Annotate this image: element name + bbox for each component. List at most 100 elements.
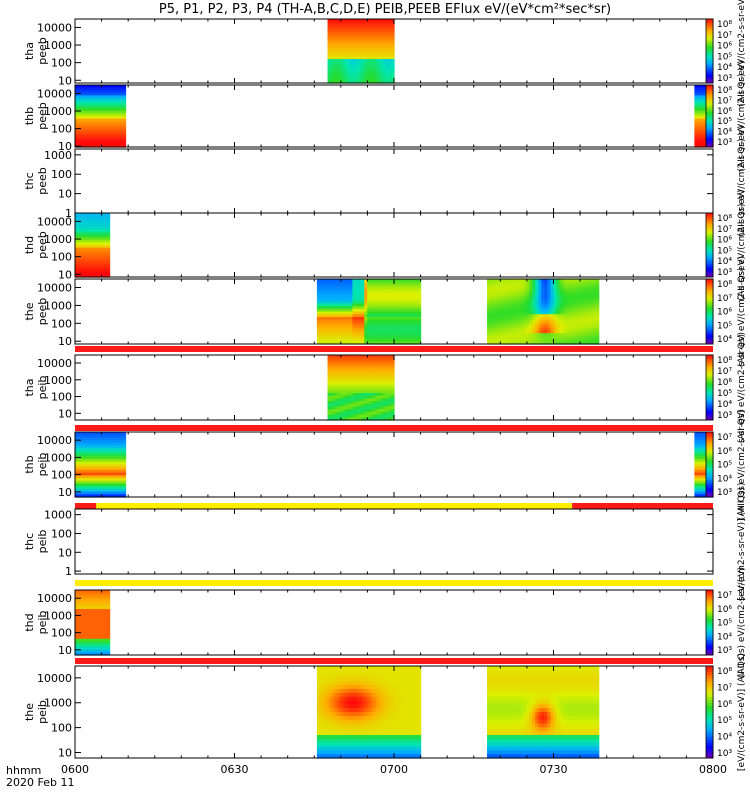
spectrogram-cell <box>95 255 99 259</box>
spectrogram-cell <box>396 319 401 323</box>
spectrogram-cell <box>493 335 497 340</box>
spectrogram-cell <box>574 314 579 318</box>
spectrogram-cell <box>363 59 368 63</box>
spectrogram-cell <box>388 314 392 318</box>
spectrogram-cell <box>502 319 506 323</box>
spectrogram-cell <box>586 338 591 342</box>
spectrogram-cell <box>95 453 100 457</box>
spectrogram-cell <box>559 341 564 345</box>
spectrogram-cell <box>110 472 115 476</box>
spectrogram-cell <box>393 281 398 286</box>
spectrogram-cell <box>348 48 353 52</box>
spectrogram-cell <box>334 335 339 340</box>
spectrogram-cell <box>387 59 392 63</box>
spectrogram-cell <box>104 100 109 104</box>
spectrogram-cell <box>104 478 109 482</box>
spectrogram-cell <box>107 87 112 91</box>
spectrogram-cell <box>92 247 96 251</box>
spectrogram-cell <box>505 322 509 326</box>
spectrogram-cell <box>583 289 588 294</box>
spectrogram-cell <box>77 274 82 278</box>
spectrogram-cell <box>113 432 118 436</box>
spectrogram-cell <box>354 368 359 372</box>
spectrogram-cell <box>562 341 567 345</box>
spectrogram-cell <box>336 401 341 405</box>
spectrogram-cell <box>327 40 332 44</box>
spectrogram-cell <box>387 64 392 68</box>
spectrogram-cell <box>77 461 82 466</box>
colorbar-cell <box>706 453 713 457</box>
colorbar-tick-label: 10⁸ <box>717 214 732 224</box>
spectrogram-cell <box>80 113 85 117</box>
spectrogram-cell <box>86 126 91 130</box>
spectrogram-cell <box>694 131 699 135</box>
spectrogram-cell <box>493 322 497 326</box>
spectrogram-cell <box>703 90 708 94</box>
spectrogram-cell <box>325 284 330 288</box>
spectrogram-cell <box>496 311 500 315</box>
spectrogram-cell <box>390 37 395 41</box>
spectrogram-cell <box>360 355 365 359</box>
spectrogram-cell <box>363 27 368 31</box>
spectrogram-cell <box>562 284 567 288</box>
spectrogram-cell <box>384 398 389 402</box>
spectrogram-cell <box>110 445 115 449</box>
spectrogram-cell <box>92 274 96 278</box>
spectrogram-cell <box>388 330 392 334</box>
spectrogram-cell <box>333 29 338 33</box>
spectrogram-cell <box>80 483 85 487</box>
spectrogram-cell <box>379 279 383 283</box>
spectrogram-cell <box>514 335 518 340</box>
spectrogram-cell <box>526 279 530 283</box>
spectrogram-cell <box>387 363 392 367</box>
spectrogram-cell <box>511 341 515 345</box>
spectrogram-cell <box>348 392 353 397</box>
spectrogram-cell <box>80 221 85 225</box>
spectrogram-cell <box>369 401 374 405</box>
spectrogram-cell <box>550 281 555 286</box>
spectrogram-cell <box>348 411 353 416</box>
spectrogram-cell <box>351 19 356 23</box>
spectrogram-cell <box>354 387 359 391</box>
spectrogram-cell <box>98 105 103 109</box>
spectrogram-cell <box>589 308 594 313</box>
spectrogram-cell <box>370 300 374 304</box>
spectrogram-cell <box>351 363 356 367</box>
spectrogram-cell <box>101 134 106 138</box>
spectrogram-cell <box>577 287 582 291</box>
spectrogram-cell <box>83 100 88 104</box>
spectrogram-cell <box>390 67 395 71</box>
spectrogram-cell <box>379 295 383 299</box>
spectrogram-cell <box>360 29 365 33</box>
spectrogram-cell <box>98 269 102 273</box>
y-tick-label: 1000 <box>44 299 72 312</box>
spectrogram-cell <box>532 281 536 286</box>
spectrogram-cell <box>86 116 91 120</box>
spectrogram-cell <box>369 64 374 68</box>
spectrogram-cell <box>703 480 708 485</box>
spectrogram-cell <box>354 43 359 47</box>
spectrogram-cell <box>357 363 362 367</box>
spectrogram-cell <box>547 287 552 291</box>
colorbar-cell <box>706 400 713 404</box>
spectrogram-cell <box>339 365 344 370</box>
spectrogram-cell <box>700 478 705 482</box>
spectrogram-cell <box>333 387 338 391</box>
spectrogram-cell <box>408 303 413 307</box>
spectrogram-cell <box>375 27 380 31</box>
spectrogram-cell <box>327 45 332 49</box>
spectrogram-cell <box>86 432 91 436</box>
spectrogram-cell <box>589 327 594 332</box>
spectrogram-cell <box>568 322 573 326</box>
spectrogram-cell <box>75 486 79 490</box>
colorbar-cell <box>706 257 713 261</box>
spectrogram-cell <box>700 494 705 498</box>
spectrogram-cell <box>390 384 395 389</box>
spectrogram-cell <box>351 382 356 386</box>
spectrogram-cell <box>562 308 567 313</box>
spectrogram-cell <box>330 37 335 41</box>
spectrogram-cell <box>493 297 497 302</box>
spectrogram-cell <box>346 322 351 326</box>
spectrogram-cell <box>327 29 332 33</box>
spectrogram-cell <box>330 45 335 49</box>
